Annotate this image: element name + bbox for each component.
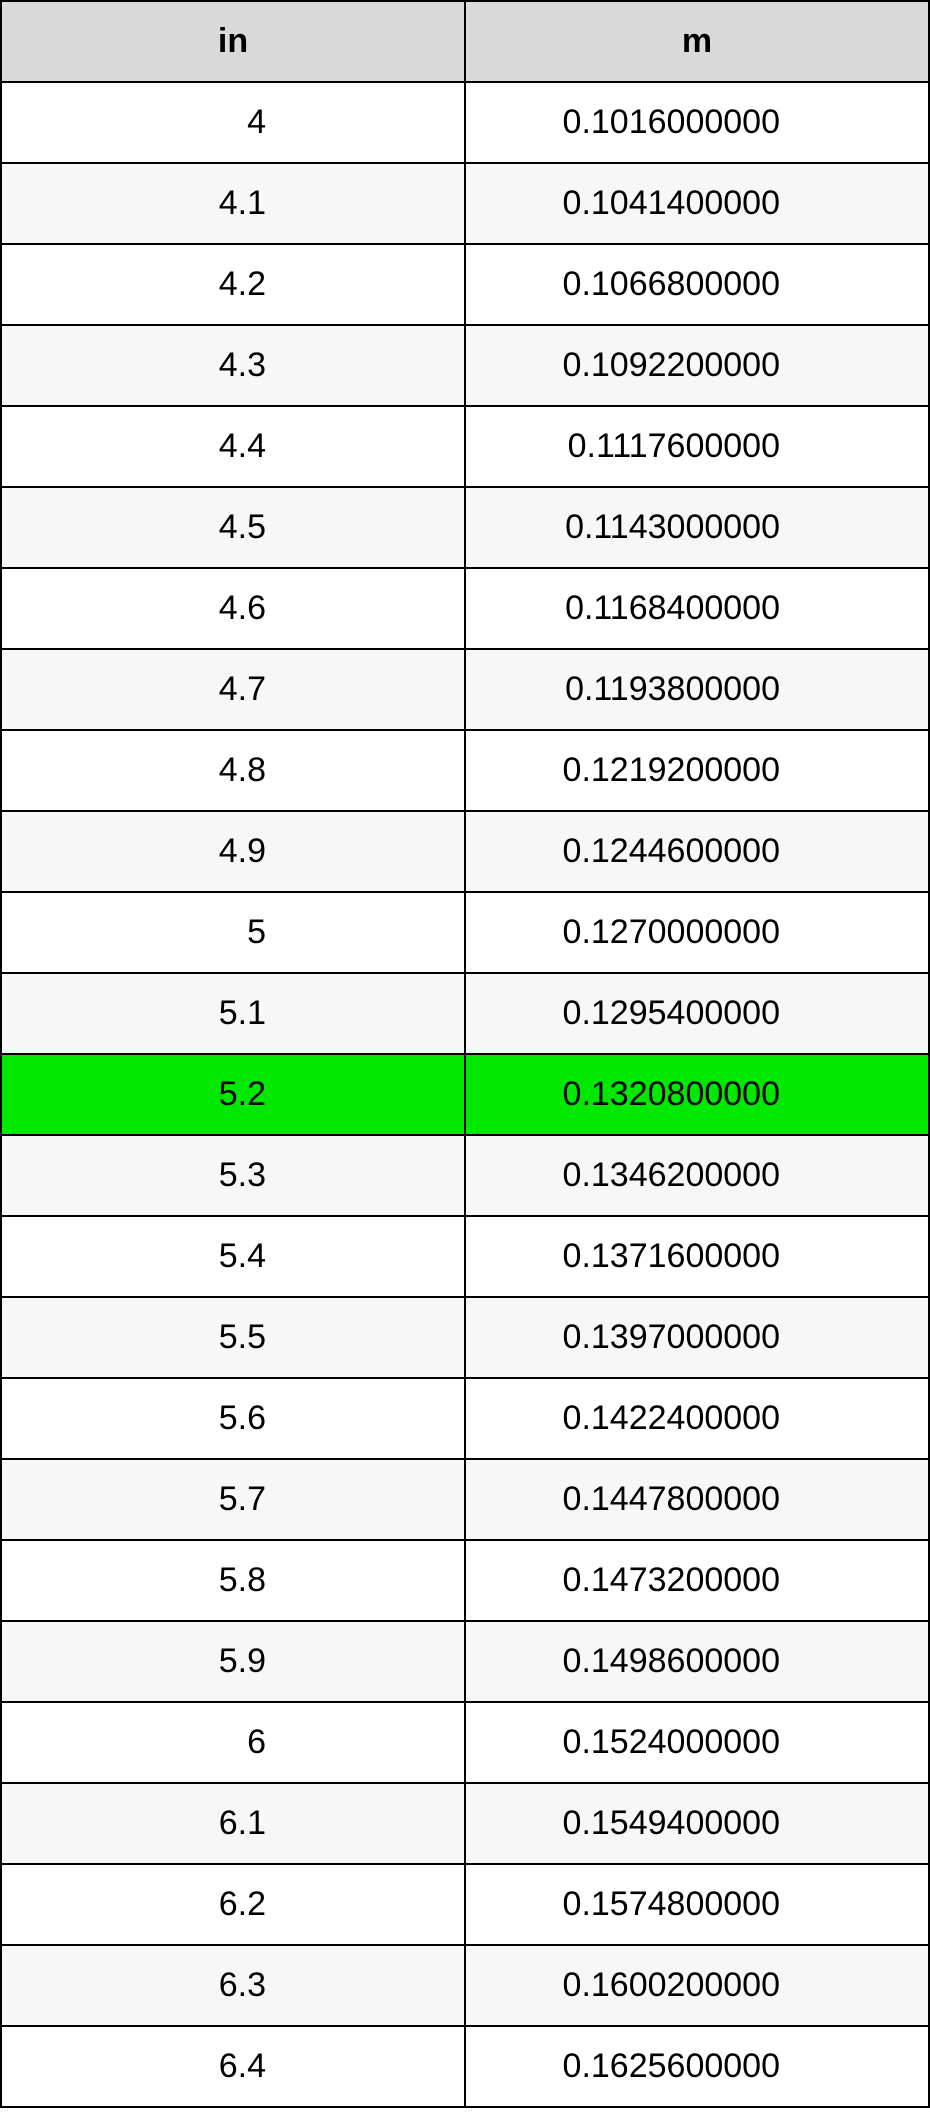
cell-in: 4.2: [1, 244, 465, 325]
cell-in: 5.8: [1, 1540, 465, 1621]
cell-in: 5.4: [1, 1216, 465, 1297]
cell-m: 0.1066800000: [465, 244, 929, 325]
cell-in: 6.2: [1, 1864, 465, 1945]
cell-m: 0.1371600000: [465, 1216, 929, 1297]
cell-in: 6.3: [1, 1945, 465, 2026]
cell-in: 4.6: [1, 568, 465, 649]
cell-m: 0.1244600000: [465, 811, 929, 892]
cell-m: 0.1295400000: [465, 973, 929, 1054]
cell-in: 6.4: [1, 2026, 465, 2107]
cell-m: 0.1117600000: [465, 406, 929, 487]
cell-m: 0.1447800000: [465, 1459, 929, 1540]
table-row: 5.90.1498600000: [1, 1621, 929, 1702]
cell-m: 0.1549400000: [465, 1783, 929, 1864]
cell-in: 4.8: [1, 730, 465, 811]
table-row: 6.30.1600200000: [1, 1945, 929, 2026]
cell-m: 0.1473200000: [465, 1540, 929, 1621]
table-row: 4.80.1219200000: [1, 730, 929, 811]
cell-m: 0.1168400000: [465, 568, 929, 649]
cell-m: 0.1016000000: [465, 82, 929, 163]
table-header-row: in m: [1, 1, 929, 82]
cell-m: 0.1625600000: [465, 2026, 929, 2107]
table-row: 6.40.1625600000: [1, 2026, 929, 2107]
cell-in: 5.2: [1, 1054, 465, 1135]
table-row: 4.70.1193800000: [1, 649, 929, 730]
cell-m: 0.1270000000: [465, 892, 929, 973]
cell-in: 5.1: [1, 973, 465, 1054]
cell-in: 5.5: [1, 1297, 465, 1378]
table-body: 40.10160000004.10.10414000004.20.1066800…: [1, 82, 929, 2107]
cell-in: 5.3: [1, 1135, 465, 1216]
cell-in: 4.7: [1, 649, 465, 730]
cell-m: 0.1600200000: [465, 1945, 929, 2026]
cell-m: 0.1041400000: [465, 163, 929, 244]
table-row: 4.30.1092200000: [1, 325, 929, 406]
table-row: 4.40.1117600000: [1, 406, 929, 487]
cell-m: 0.1498600000: [465, 1621, 929, 1702]
cell-m: 0.1422400000: [465, 1378, 929, 1459]
table-row: 60.1524000000: [1, 1702, 929, 1783]
cell-m: 0.1524000000: [465, 1702, 929, 1783]
table-row: 40.1016000000: [1, 82, 929, 163]
cell-in: 4.3: [1, 325, 465, 406]
cell-in: 4.4: [1, 406, 465, 487]
cell-m: 0.1320800000: [465, 1054, 929, 1135]
table-row: 5.20.1320800000: [1, 1054, 929, 1135]
table-row: 6.10.1549400000: [1, 1783, 929, 1864]
cell-in: 5.7: [1, 1459, 465, 1540]
cell-m: 0.1574800000: [465, 1864, 929, 1945]
table-row: 5.60.1422400000: [1, 1378, 929, 1459]
cell-in: 6: [1, 1702, 465, 1783]
cell-m: 0.1092200000: [465, 325, 929, 406]
table-row: 4.50.1143000000: [1, 487, 929, 568]
table-row: 5.10.1295400000: [1, 973, 929, 1054]
cell-in: 4.1: [1, 163, 465, 244]
cell-in: 4.5: [1, 487, 465, 568]
cell-m: 0.1346200000: [465, 1135, 929, 1216]
table-row: 50.1270000000: [1, 892, 929, 973]
cell-in: 5.6: [1, 1378, 465, 1459]
table-row: 4.10.1041400000: [1, 163, 929, 244]
cell-m: 0.1143000000: [465, 487, 929, 568]
table-row: 4.90.1244600000: [1, 811, 929, 892]
table-row: 5.50.1397000000: [1, 1297, 929, 1378]
cell-in: 6.1: [1, 1783, 465, 1864]
table-row: 5.40.1371600000: [1, 1216, 929, 1297]
table-row: 5.80.1473200000: [1, 1540, 929, 1621]
cell-in: 4: [1, 82, 465, 163]
table-row: 5.30.1346200000: [1, 1135, 929, 1216]
cell-in: 5: [1, 892, 465, 973]
table-row: 4.60.1168400000: [1, 568, 929, 649]
conversion-table: in m 40.10160000004.10.10414000004.20.10…: [0, 0, 930, 2108]
column-header-in: in: [1, 1, 465, 82]
cell-in: 4.9: [1, 811, 465, 892]
table-row: 4.20.1066800000: [1, 244, 929, 325]
column-header-m: m: [465, 1, 929, 82]
cell-m: 0.1219200000: [465, 730, 929, 811]
table-row: 5.70.1447800000: [1, 1459, 929, 1540]
cell-m: 0.1397000000: [465, 1297, 929, 1378]
cell-in: 5.9: [1, 1621, 465, 1702]
cell-m: 0.1193800000: [465, 649, 929, 730]
table-row: 6.20.1574800000: [1, 1864, 929, 1945]
